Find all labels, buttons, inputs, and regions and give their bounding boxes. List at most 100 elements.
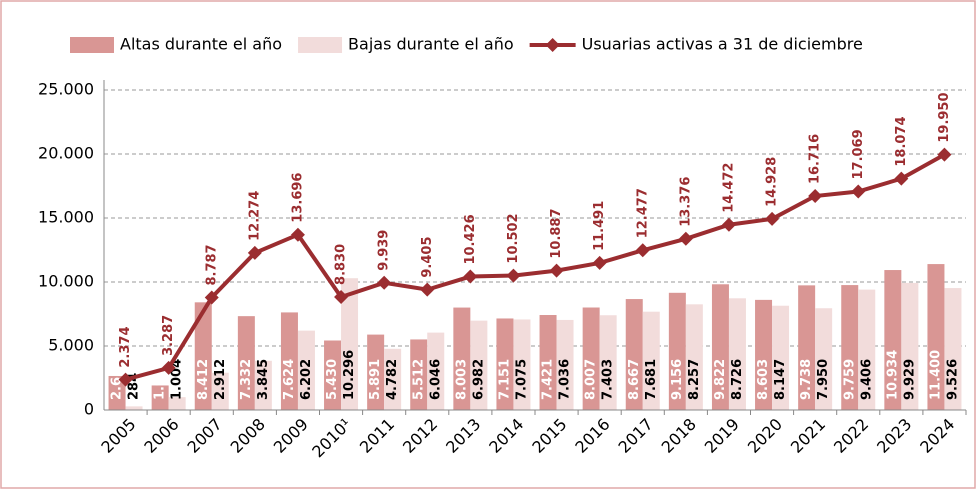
- y-tick-label: 20.000: [38, 144, 94, 163]
- bar: [944, 288, 962, 410]
- bar: [280, 312, 298, 410]
- line-value-label: 16.716: [808, 134, 823, 184]
- bar: [858, 289, 876, 410]
- legend-label: Altas durante el año: [120, 35, 282, 54]
- bar: [772, 305, 790, 410]
- bar-value-label: 9.822: [713, 359, 728, 400]
- line-value-label: 8.830: [334, 244, 349, 285]
- bar-value-label: 8.147: [773, 359, 788, 400]
- line-value-label: 3.287: [161, 315, 176, 356]
- bar: [927, 264, 945, 410]
- bar-value-label: 8.003: [454, 359, 469, 400]
- bar: [297, 330, 315, 410]
- y-tick-label: 10.000: [38, 272, 94, 291]
- marker: [463, 269, 478, 284]
- y-tick-label: 15.000: [38, 208, 94, 227]
- bar-value-label: 4.782: [385, 359, 400, 400]
- bar-value-label: 8.412: [196, 359, 211, 400]
- bar-value-label: 3.845: [256, 359, 271, 400]
- bar-value-label: 7.151: [497, 359, 512, 400]
- bar: [539, 315, 557, 410]
- line-value-label: 9.939: [377, 230, 392, 271]
- bar: [668, 292, 686, 410]
- bar-value-label: 8.257: [687, 359, 702, 400]
- bar: [815, 308, 833, 410]
- marker: [204, 290, 219, 305]
- line-value-label: 2.374: [118, 326, 133, 367]
- bar: [237, 316, 255, 410]
- line-value-label: 10.426: [463, 214, 478, 264]
- bar: [798, 285, 816, 410]
- line-value-label: 8.787: [204, 244, 219, 285]
- line-value-label: 11.491: [592, 201, 607, 251]
- bar-value-label: 2.658: [110, 359, 125, 400]
- bar-value-label: 7.075: [514, 359, 529, 400]
- bar-value-label: 8.726: [730, 359, 745, 400]
- bar-value-label: 7.421: [541, 359, 556, 400]
- marker: [635, 243, 650, 258]
- bar: [685, 304, 703, 410]
- bar: [841, 285, 859, 410]
- marker: [808, 189, 823, 204]
- line-value-label: 13.376: [678, 177, 693, 227]
- bar: [151, 385, 169, 410]
- bar: [711, 284, 729, 410]
- line-value-label: 12.274: [247, 191, 262, 241]
- bar: [367, 334, 385, 410]
- legend-swatch: [70, 37, 114, 53]
- marker: [118, 372, 133, 387]
- y-tick-label: 25.000: [38, 80, 94, 99]
- legend-label: Usuarias activas a 31 de diciembre: [582, 35, 863, 54]
- bar-value-label: 11.400: [928, 350, 943, 400]
- marker: [937, 147, 952, 162]
- bar: [642, 311, 660, 410]
- bar: [341, 278, 359, 410]
- bar: [168, 397, 186, 410]
- marker: [420, 282, 435, 297]
- marker: [721, 217, 736, 232]
- bar-value-label: 7.624: [282, 359, 297, 400]
- marker: [765, 211, 780, 226]
- bar: [582, 307, 600, 410]
- bar-value-label: 7.036: [558, 359, 573, 400]
- bar: [211, 372, 229, 410]
- marker: [894, 171, 909, 186]
- bar-value-label: 5.512: [411, 359, 426, 400]
- bar: [254, 360, 272, 410]
- bar-value-label: 8.667: [627, 359, 642, 400]
- bar-value-label: 10.296: [342, 350, 357, 400]
- marker: [506, 268, 521, 283]
- bar-value-label: 9.406: [859, 359, 874, 400]
- bar-value-label: 2.912: [213, 359, 228, 400]
- bar-value-label: 9.738: [799, 359, 814, 400]
- bar-value-label: 9.929: [902, 359, 917, 400]
- marker: [549, 263, 564, 278]
- bar: [453, 307, 471, 410]
- bar: [755, 299, 773, 410]
- bar: [427, 332, 445, 410]
- bar: [901, 282, 919, 410]
- bar-value-label: 6.046: [428, 359, 443, 400]
- y-tick-label: 5.000: [48, 336, 94, 355]
- bar: [324, 340, 342, 410]
- marker: [334, 289, 349, 304]
- line-value-label: 17.069: [851, 129, 866, 179]
- legend-swatch: [298, 37, 343, 53]
- bar-value-label: 5.891: [368, 359, 383, 400]
- line-value-label: 18.074: [894, 116, 909, 166]
- bar: [728, 298, 746, 410]
- bar-value-label: 7.681: [644, 359, 659, 400]
- bar: [556, 319, 574, 410]
- bar: [470, 320, 488, 410]
- bar-value-label: 6.982: [471, 359, 486, 400]
- marker: [290, 227, 305, 242]
- bar-value-label: 7.332: [239, 359, 254, 400]
- marker: [851, 184, 866, 199]
- bar-value-label: 7.950: [816, 359, 831, 400]
- line-value-label: 10.887: [549, 208, 564, 258]
- line-value-label: 9.405: [420, 236, 435, 277]
- bar: [513, 319, 531, 410]
- marker: [678, 231, 693, 246]
- bar-value-label: 6.202: [299, 359, 314, 400]
